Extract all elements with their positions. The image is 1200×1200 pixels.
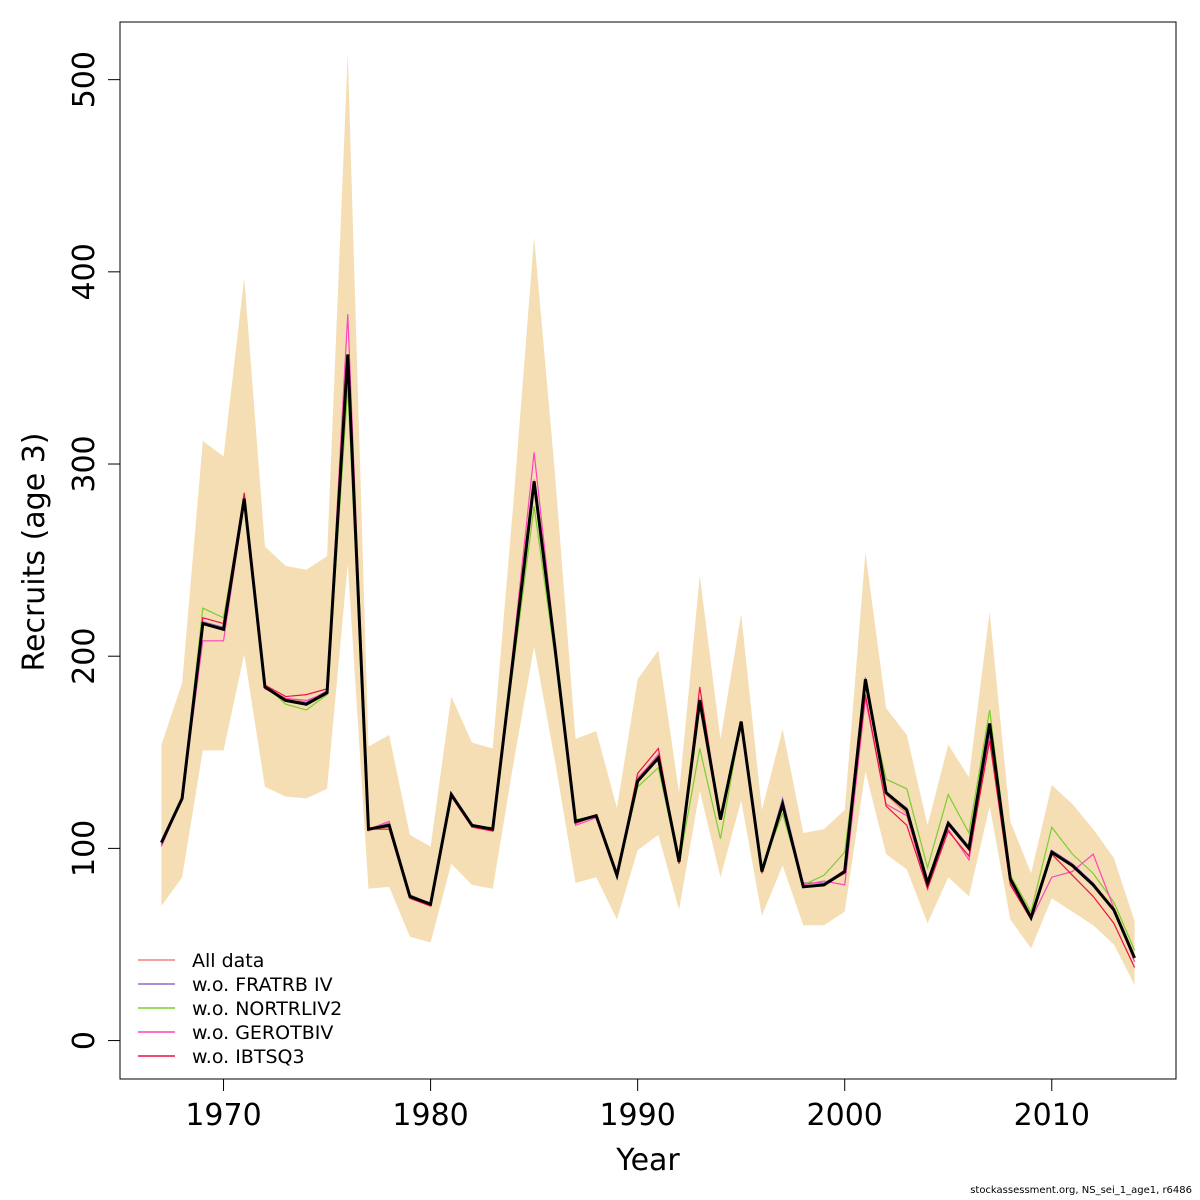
x-axis-label: Year xyxy=(615,1143,680,1178)
confidence-band xyxy=(161,52,1135,985)
x-tick-label-1980: 1980 xyxy=(392,1098,468,1133)
y-tick-label-0: 0 xyxy=(67,1031,102,1050)
x-tick-label-2010: 2010 xyxy=(1014,1098,1090,1133)
x-tick-label-1990: 1990 xyxy=(599,1098,675,1133)
confidence-band-layer xyxy=(161,52,1135,985)
legend-label-0: All data xyxy=(192,950,264,972)
estimate-line xyxy=(160,354,1136,959)
y-axis: 0 100 200 300 400 500 xyxy=(67,51,121,1050)
series-line-4 xyxy=(160,367,1136,968)
x-tick-label-1970: 1970 xyxy=(185,1098,261,1133)
y-tick-label-400: 400 xyxy=(67,243,102,300)
x-axis: 1970 1980 1990 2000 2010 xyxy=(185,1078,1090,1133)
x-tick-label-2000: 2000 xyxy=(807,1098,883,1133)
legend-label-1: w.o. FRATRB IV xyxy=(192,974,333,996)
y-axis-label: Recruits (age 3) xyxy=(17,433,52,672)
y-tick-label-300: 300 xyxy=(67,435,102,492)
series-line-2 xyxy=(160,387,1136,951)
y-tick-label-100: 100 xyxy=(67,820,102,877)
legend-label-3: w.o. GEROTBIV xyxy=(192,1022,333,1044)
legend-label-4: w.o. IBTSQ3 xyxy=(192,1046,305,1068)
y-tick-label-500: 500 xyxy=(67,51,102,108)
footer-text: stockassessment.org, NS_sei_1_age1, r648… xyxy=(970,1185,1192,1196)
legend-label-2: w.o. NORTRLIV2 xyxy=(192,998,342,1020)
y-tick-label-200: 200 xyxy=(67,628,102,685)
estimate-layer xyxy=(160,354,1136,959)
